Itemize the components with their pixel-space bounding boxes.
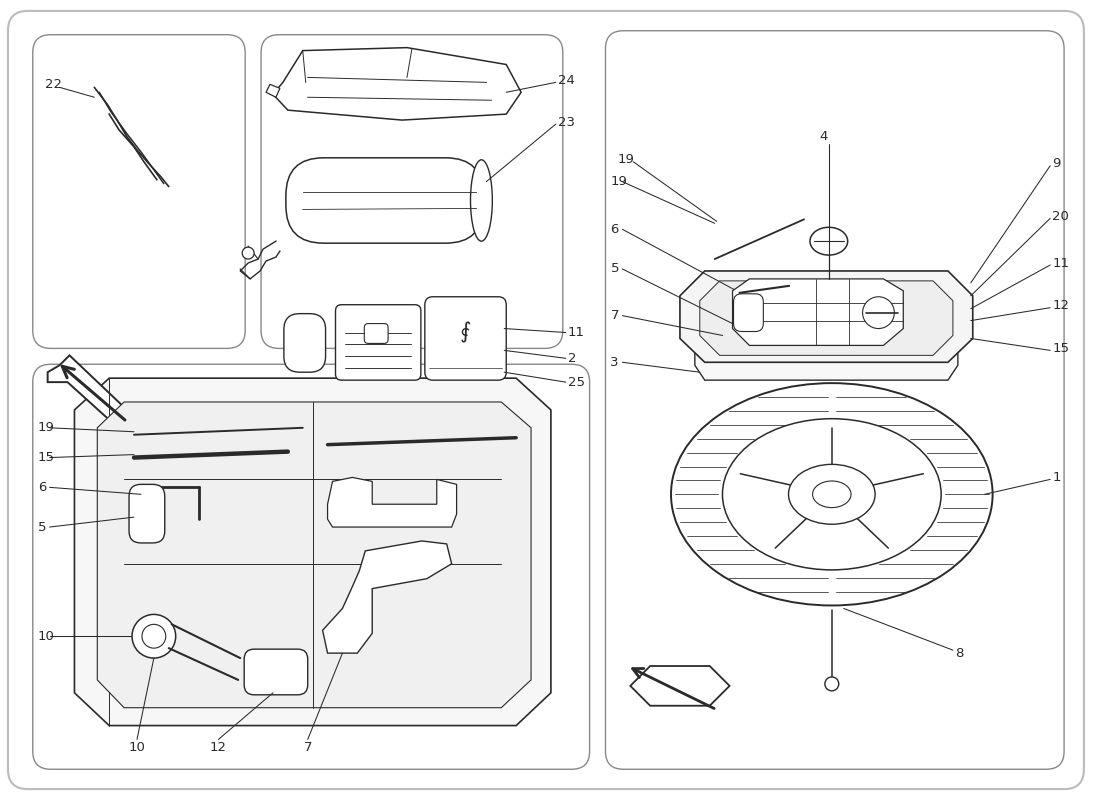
Circle shape — [862, 297, 894, 329]
Text: 22: 22 — [45, 78, 62, 91]
Polygon shape — [695, 338, 958, 380]
FancyBboxPatch shape — [605, 30, 1064, 770]
Text: 10: 10 — [37, 630, 55, 642]
FancyBboxPatch shape — [286, 158, 483, 243]
Text: 2: 2 — [568, 352, 576, 365]
Ellipse shape — [810, 227, 848, 255]
Polygon shape — [328, 478, 456, 527]
Polygon shape — [273, 48, 521, 120]
FancyBboxPatch shape — [244, 649, 308, 695]
Polygon shape — [733, 279, 903, 346]
Ellipse shape — [789, 464, 876, 524]
Text: 23: 23 — [558, 115, 575, 129]
Polygon shape — [700, 281, 953, 355]
Text: 5: 5 — [610, 262, 619, 275]
Text: ⨐: ⨐ — [460, 322, 471, 343]
Ellipse shape — [471, 160, 493, 241]
Text: 3: 3 — [610, 356, 619, 369]
Text: 19: 19 — [610, 175, 627, 188]
Ellipse shape — [723, 418, 942, 570]
Text: 11: 11 — [568, 326, 585, 339]
Polygon shape — [680, 271, 972, 362]
Polygon shape — [322, 541, 452, 653]
Text: 11: 11 — [1053, 257, 1069, 270]
Text: 10: 10 — [129, 741, 145, 754]
Polygon shape — [97, 402, 531, 708]
Text: 15: 15 — [1053, 342, 1069, 355]
Circle shape — [132, 614, 176, 658]
Text: 4: 4 — [820, 130, 828, 143]
Text: EUROBONES: EUROBONES — [640, 322, 1047, 379]
Text: 6: 6 — [610, 222, 619, 236]
FancyBboxPatch shape — [261, 34, 563, 348]
Text: 5: 5 — [37, 521, 46, 534]
Text: 1: 1 — [1053, 471, 1060, 484]
Ellipse shape — [813, 481, 851, 508]
FancyBboxPatch shape — [284, 314, 326, 372]
Text: 12: 12 — [210, 741, 227, 754]
Circle shape — [825, 677, 839, 691]
Circle shape — [142, 624, 166, 648]
FancyBboxPatch shape — [734, 294, 763, 331]
Circle shape — [242, 247, 254, 259]
Polygon shape — [266, 84, 279, 98]
FancyBboxPatch shape — [336, 305, 421, 380]
Ellipse shape — [671, 383, 992, 606]
Text: 20: 20 — [1053, 210, 1069, 223]
FancyBboxPatch shape — [425, 297, 506, 380]
FancyBboxPatch shape — [129, 484, 165, 543]
Polygon shape — [630, 666, 729, 706]
Text: 24: 24 — [558, 74, 574, 87]
Text: 7: 7 — [610, 309, 619, 322]
Text: a part for parts since 1985: a part for parts since 1985 — [703, 411, 925, 429]
Text: 15: 15 — [37, 451, 55, 464]
Text: 7: 7 — [304, 741, 312, 754]
Polygon shape — [47, 355, 141, 438]
FancyBboxPatch shape — [33, 364, 590, 770]
Text: 9: 9 — [1053, 158, 1060, 170]
Text: 6: 6 — [37, 481, 46, 494]
FancyBboxPatch shape — [364, 323, 388, 343]
FancyBboxPatch shape — [8, 11, 1084, 789]
Text: 25: 25 — [568, 376, 585, 389]
Text: 19: 19 — [617, 154, 635, 166]
Text: 8: 8 — [955, 646, 964, 660]
Text: 19: 19 — [37, 422, 55, 434]
Text: 12: 12 — [1053, 299, 1069, 312]
Polygon shape — [75, 378, 551, 726]
FancyBboxPatch shape — [33, 34, 245, 348]
